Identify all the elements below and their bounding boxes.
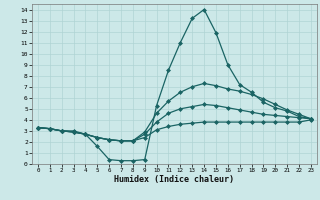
X-axis label: Humidex (Indice chaleur): Humidex (Indice chaleur) (115, 175, 234, 184)
